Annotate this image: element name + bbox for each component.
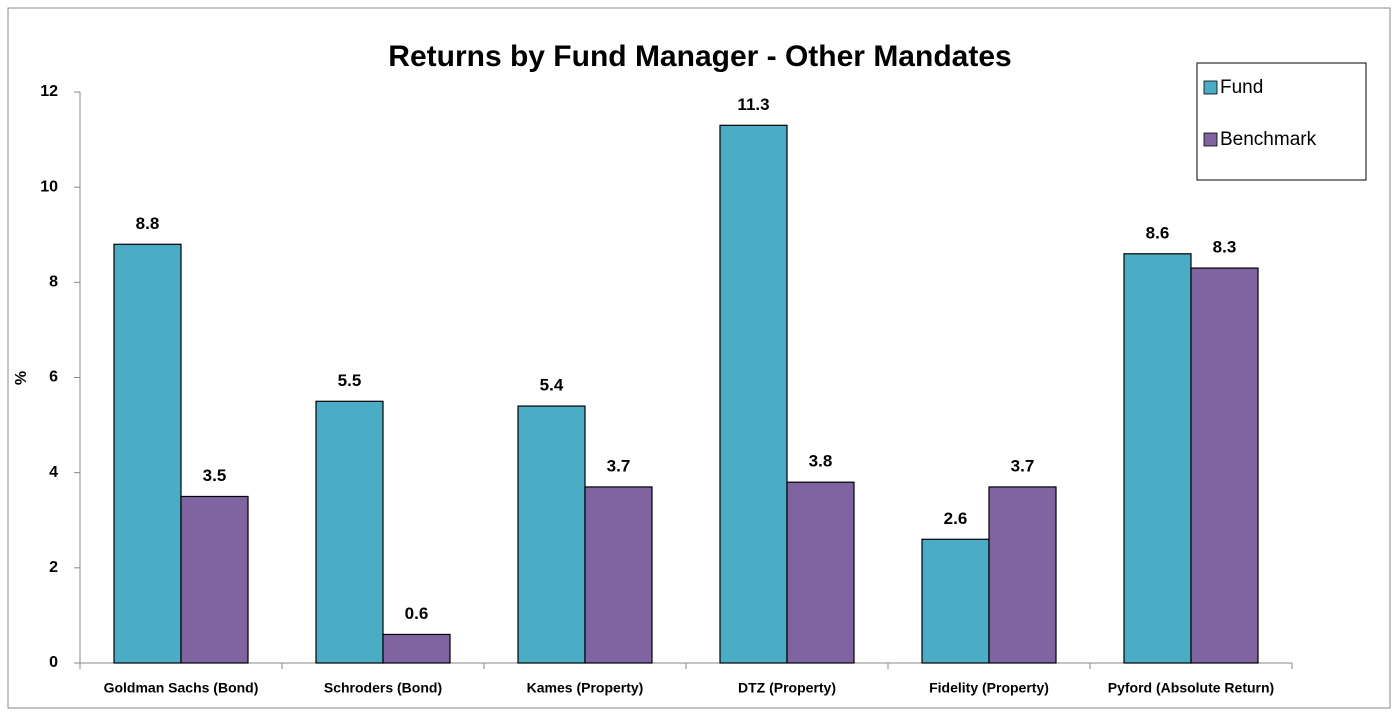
bar xyxy=(1123,253,1192,664)
data-label: 3.7 xyxy=(1011,456,1035,475)
bar xyxy=(584,486,653,664)
data-label: 8.8 xyxy=(136,214,160,233)
data-label: 3.8 xyxy=(809,452,833,471)
bar xyxy=(921,538,990,664)
data-label: 5.5 xyxy=(338,371,362,390)
bar xyxy=(719,124,788,664)
legend-swatch xyxy=(1203,132,1218,147)
y-tick-label: 10 xyxy=(40,178,58,195)
x-tick-label: Kames (Property) xyxy=(527,680,644,696)
bar xyxy=(113,243,182,664)
y-tick-label: 2 xyxy=(49,559,58,576)
data-label: 3.5 xyxy=(203,466,227,485)
x-tick-label: DTZ (Property) xyxy=(738,680,836,696)
x-tick-label: Pyford (Absolute Return) xyxy=(1108,680,1274,696)
data-label: 8.3 xyxy=(1213,238,1237,257)
x-tick-label: Goldman Sachs (Bond) xyxy=(104,680,259,696)
data-label: 5.4 xyxy=(540,376,564,395)
data-label: 2.6 xyxy=(944,509,968,528)
y-tick-label: 0 xyxy=(49,654,58,671)
y-axis-label: % xyxy=(13,371,30,385)
bar xyxy=(988,486,1057,664)
bar xyxy=(1190,267,1259,664)
chart-title: Returns by Fund Manager - Other Mandates xyxy=(388,40,1011,73)
bar xyxy=(180,495,249,664)
bar xyxy=(517,405,586,664)
y-tick-label: 8 xyxy=(49,274,58,291)
y-tick-label: 4 xyxy=(49,464,58,481)
y-tick-label: 12 xyxy=(40,83,58,100)
data-label: 3.7 xyxy=(607,456,631,475)
legend-label: Fund xyxy=(1220,77,1263,98)
bar xyxy=(382,633,451,664)
data-label: 11.3 xyxy=(737,95,769,114)
legend-label: Benchmark xyxy=(1220,129,1317,150)
x-tick-label: Schroders (Bond) xyxy=(324,680,442,696)
legend-box xyxy=(1196,62,1367,181)
legend-swatch xyxy=(1203,80,1218,95)
bar xyxy=(315,400,384,664)
data-label: 0.6 xyxy=(405,604,429,623)
data-label: 8.6 xyxy=(1146,223,1170,242)
y-tick-label: 6 xyxy=(49,369,58,386)
bar xyxy=(786,481,855,664)
x-tick-label: Fidelity (Property) xyxy=(929,680,1049,696)
